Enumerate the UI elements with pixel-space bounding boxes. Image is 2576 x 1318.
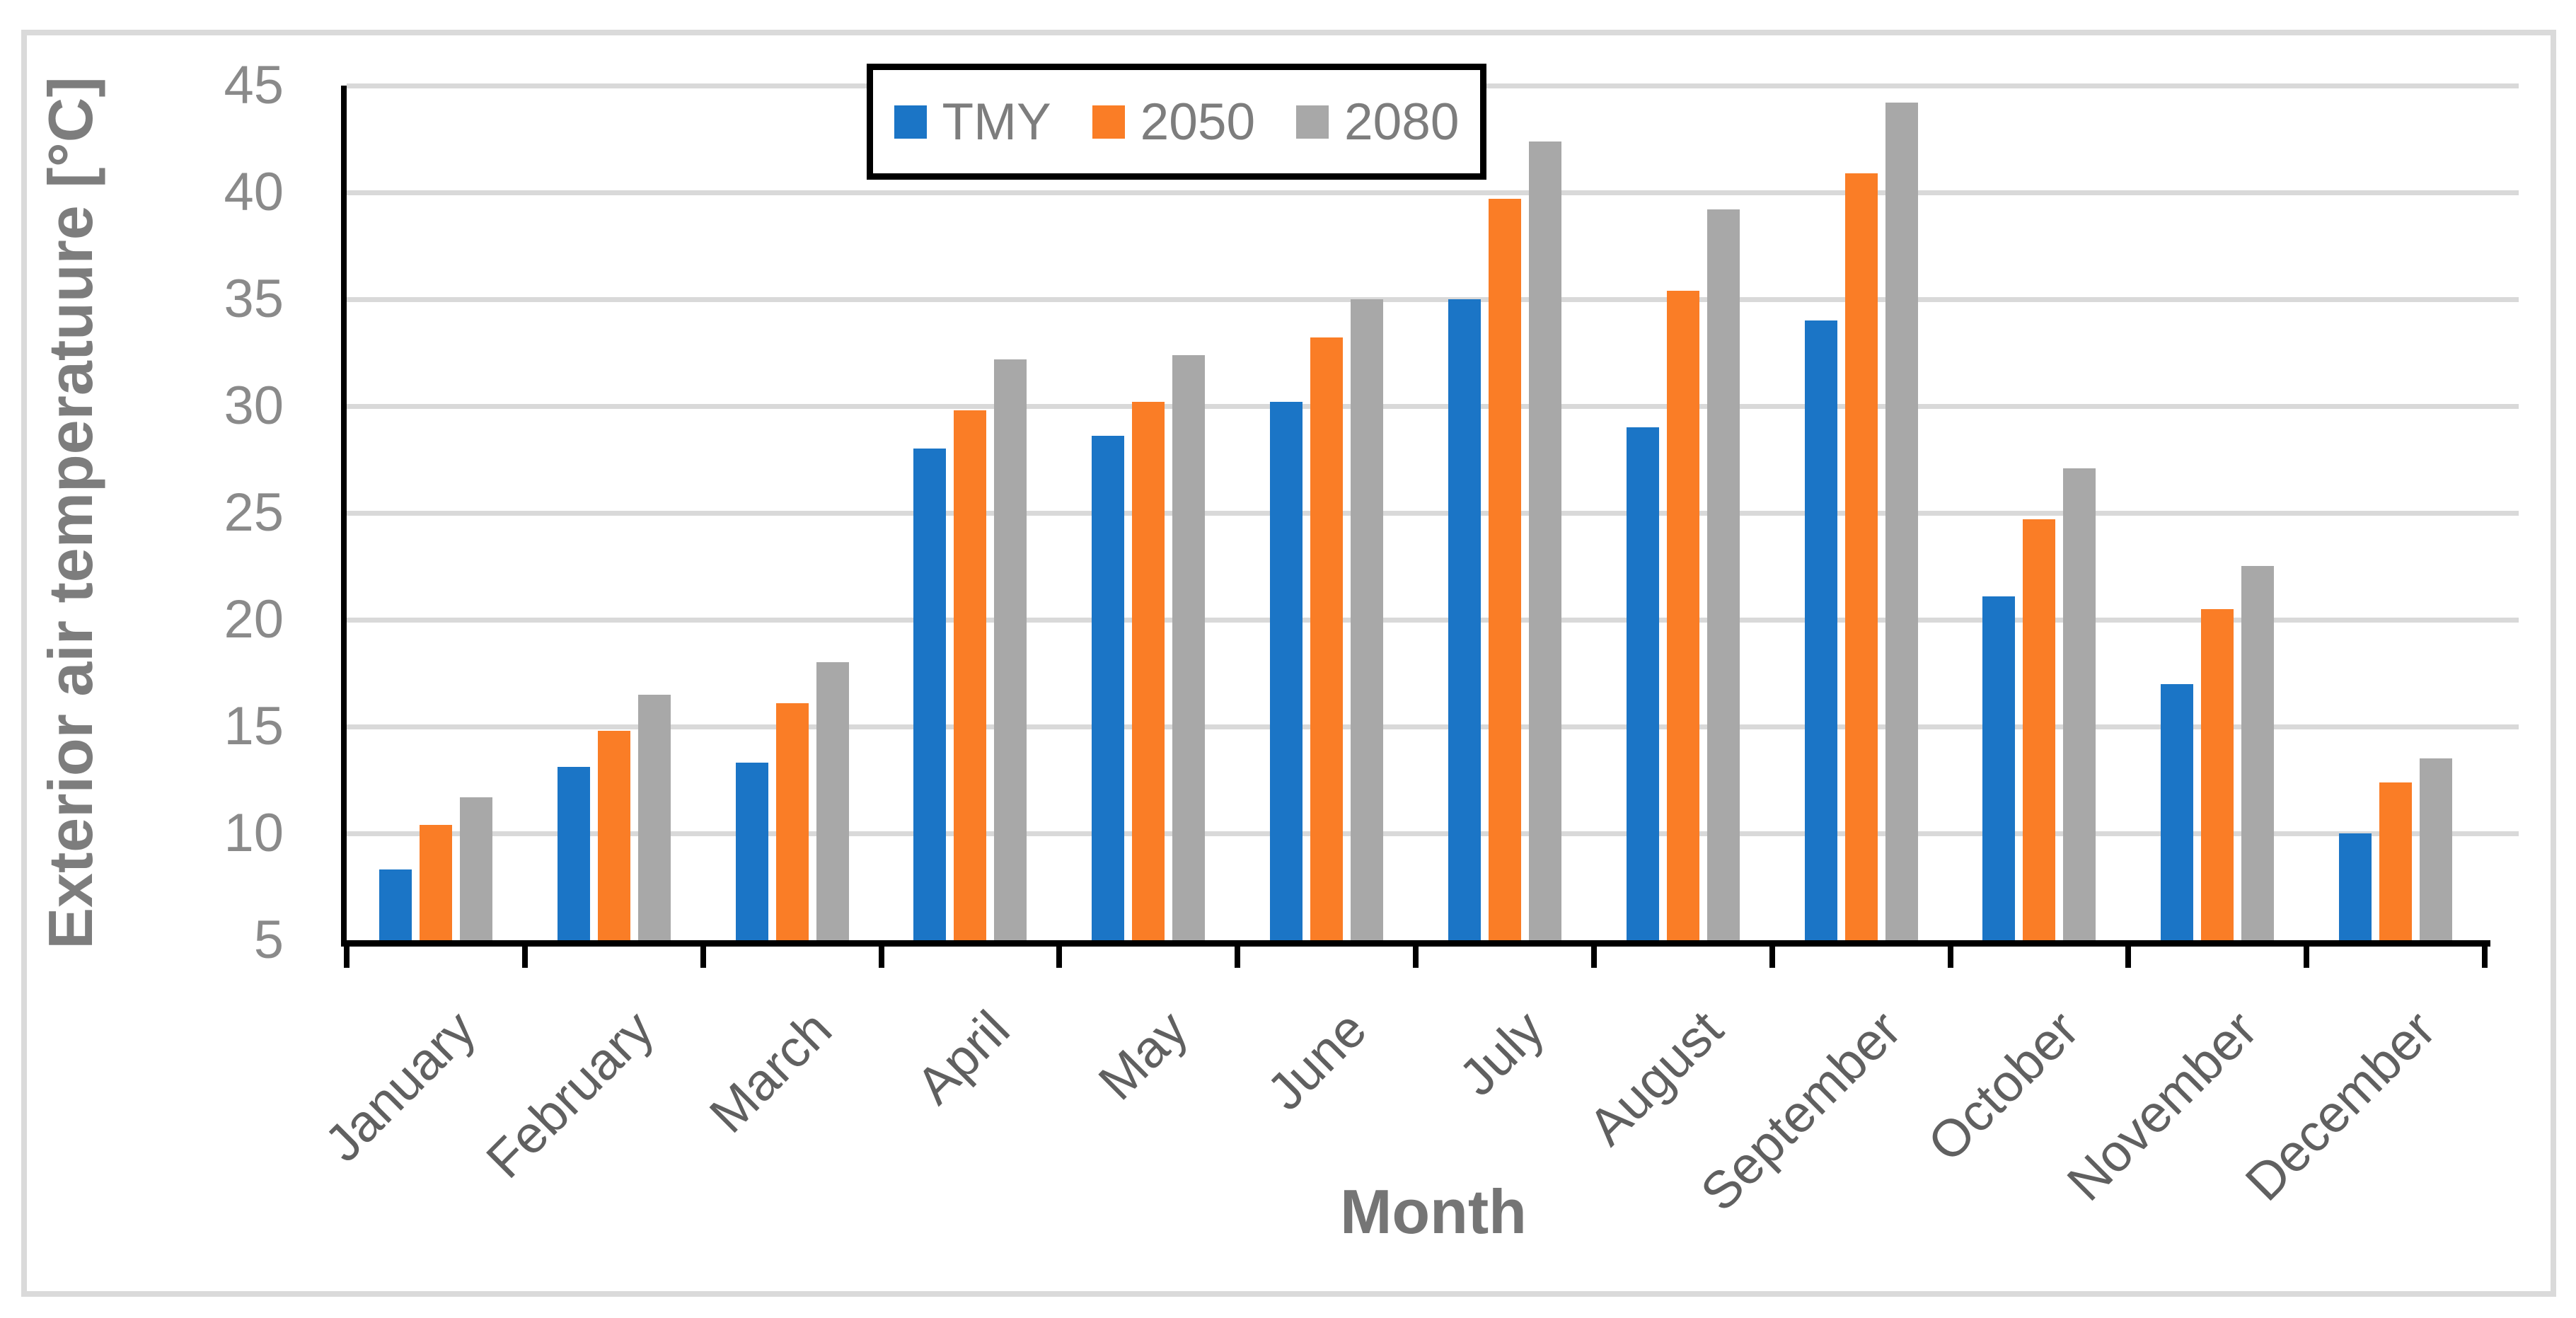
bar-tmy-april [913, 449, 946, 940]
bar-tmy-december [2339, 833, 2372, 940]
bar-2080-february [638, 695, 671, 940]
bar-2050-march [776, 703, 809, 940]
y-tick-label-5: 5 [253, 910, 284, 970]
gridline-25 [347, 511, 2519, 516]
legend-label-2080: 2080 [1344, 93, 1460, 151]
y-tick-label-25: 25 [224, 482, 284, 543]
bar-tmy-july [1448, 299, 1481, 940]
bar-tmy-february [558, 767, 590, 940]
bar-2050-january [420, 825, 452, 940]
bar-2080-april [994, 359, 1027, 940]
x-axis-tick [879, 940, 884, 968]
legend-swatch-2050 [1092, 105, 1125, 139]
x-axis-tick [2482, 940, 2488, 968]
bar-2050-august [1667, 291, 1699, 940]
legend-item-2050: 2050 [1092, 96, 1255, 148]
bar-2050-may [1132, 402, 1165, 940]
bar-tmy-november [2161, 684, 2193, 940]
bar-2050-july [1489, 199, 1521, 940]
x-axis-tick [1948, 940, 1953, 968]
bar-2080-march [816, 662, 849, 940]
bar-2050-february [598, 731, 630, 940]
bar-2050-december [2379, 782, 2412, 940]
chart-outer-frame [21, 30, 2556, 1297]
legend-swatch-2080 [1296, 105, 1329, 139]
bar-2080-october [2063, 468, 2096, 940]
y-tick-label-10: 10 [224, 803, 284, 863]
bar-2080-july [1529, 141, 1561, 940]
legend-item-tmy: TMY [894, 96, 1051, 148]
y-tick-label-20: 20 [224, 589, 284, 649]
bar-tmy-september [1805, 320, 1837, 940]
gridline-30 [347, 404, 2519, 409]
x-axis-tick [1413, 940, 1419, 968]
bar-tmy-june [1270, 402, 1303, 940]
legend-swatch-tmy [894, 105, 927, 139]
legend-item-2080: 2080 [1296, 96, 1459, 148]
y-tick-label-35: 35 [224, 269, 284, 329]
bar-tmy-january [379, 869, 412, 940]
x-axis-title: Month [1340, 1177, 1527, 1247]
bar-tmy-march [736, 763, 768, 940]
gridline-35 [347, 297, 2519, 302]
gridline-40 [347, 190, 2519, 195]
gridline-10 [347, 831, 2519, 836]
bar-2050-november [2201, 609, 2234, 940]
legend: TMY 2050 2080 [867, 64, 1486, 180]
y-tick-label-40: 40 [224, 162, 284, 222]
x-axis-tick [2125, 940, 2131, 968]
y-axis-line [341, 86, 347, 947]
y-axis-title: Exterior air temperatuure [°C] [35, 76, 105, 949]
bar-2080-may [1172, 355, 1205, 940]
bar-2050-april [954, 410, 986, 940]
x-axis-tick [1591, 940, 1597, 968]
y-tick-label-30: 30 [224, 376, 284, 436]
gridline-20 [347, 618, 2519, 623]
bar-2080-november [2241, 566, 2274, 940]
bar-2050-june [1310, 337, 1343, 940]
x-axis-tick [1769, 940, 1775, 968]
bar-tmy-october [1982, 596, 2015, 940]
bar-2080-september [1885, 103, 1918, 940]
bar-2080-june [1351, 299, 1383, 940]
bar-tmy-may [1092, 436, 1124, 940]
bar-2080-august [1707, 209, 1740, 940]
legend-label-tmy: TMY [942, 93, 1051, 151]
x-axis-tick [344, 940, 350, 968]
gridline-15 [347, 724, 2519, 729]
bar-2050-october [2023, 519, 2055, 940]
x-axis-tick [1056, 940, 1062, 968]
x-axis-tick [2304, 940, 2309, 968]
bar-2080-january [460, 797, 492, 940]
x-axis-tick [1235, 940, 1240, 968]
bar-2050-september [1845, 173, 1878, 940]
bar-tmy-august [1627, 427, 1659, 940]
bar-2080-december [2420, 758, 2452, 940]
x-axis-tick [522, 940, 528, 968]
y-tick-label-45: 45 [224, 55, 284, 115]
x-axis-tick [700, 940, 706, 968]
legend-label-2050: 2050 [1140, 93, 1256, 151]
y-tick-label-15: 15 [224, 696, 284, 756]
